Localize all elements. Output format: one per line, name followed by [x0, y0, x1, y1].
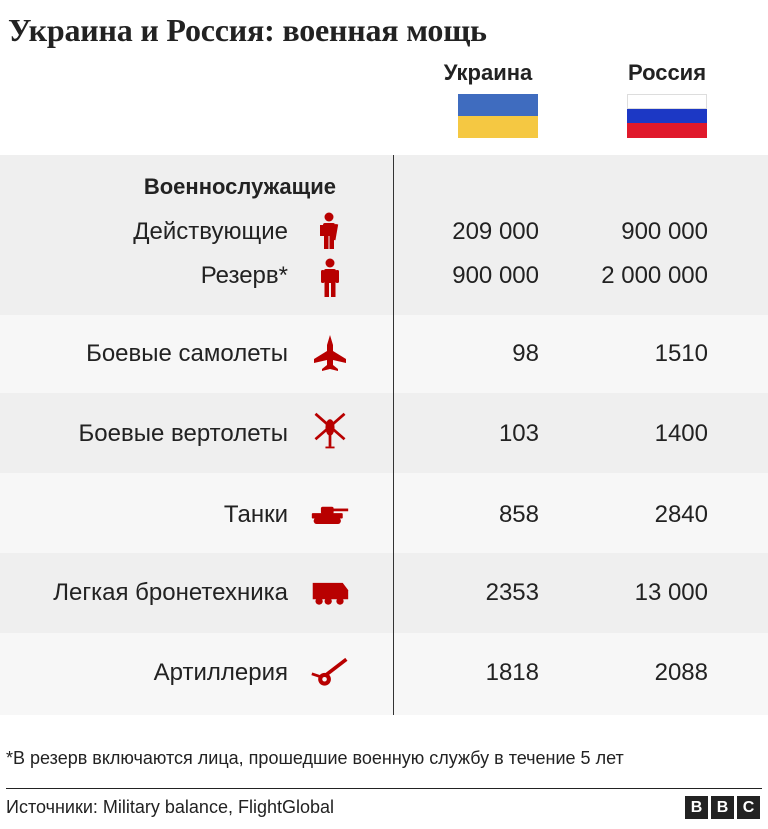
row-label-artillery: Артиллерия	[153, 659, 288, 686]
logo-letter: B	[685, 796, 708, 819]
row-russia-tanks: 2840	[654, 501, 708, 528]
reserve-russia-value: 2 000 000	[601, 262, 708, 289]
reserve-ukraine-value: 900 000	[452, 262, 539, 289]
row-ukraine-tanks: 858	[498, 501, 539, 528]
helicopter-icon	[314, 412, 346, 449]
source-note: Источники: Military balance, FlightGloba…	[6, 797, 334, 817]
active-ukraine-value: 209 000	[452, 218, 539, 245]
column-header-ukraine: Украина	[443, 60, 533, 85]
row-label-armored: Легкая бронетехника	[53, 579, 288, 606]
column-header-russia: Россия	[627, 60, 707, 85]
personnel-section	[0, 155, 768, 315]
row-ukraine-aircraft: 98	[512, 340, 539, 367]
row-bg-artillery	[0, 633, 768, 715]
russia-flag-icon	[627, 94, 707, 138]
active-russia-value: 900 000	[621, 218, 708, 245]
bbc-logo: B B C	[685, 796, 760, 819]
row-russia-helicopters: 1400	[654, 420, 708, 447]
row-russia-armored: 13 000	[634, 579, 708, 606]
column-divider	[393, 155, 394, 715]
artillery-icon	[311, 657, 348, 686]
tank-icon	[311, 506, 349, 524]
armored-vehicle-icon	[312, 582, 349, 605]
soldier-icon	[320, 212, 339, 249]
logo-letter: B	[711, 796, 734, 819]
page-title: Украина и Россия: военная мощь	[8, 12, 487, 48]
row-label-helicopters: Боевые вертолеты	[78, 420, 288, 447]
row-russia-aircraft: 1510	[654, 340, 708, 367]
row-bg-aircraft	[0, 315, 768, 393]
person-icon	[321, 258, 339, 297]
footnote: *В резерв включаются лица, прошедшие вое…	[6, 748, 624, 768]
row-ukraine-armored: 2353	[485, 579, 539, 606]
row-bg-armored	[0, 553, 768, 633]
row-bg-tanks	[0, 473, 768, 553]
row-label-aircraft: Боевые самолеты	[86, 340, 288, 367]
row-ukraine-helicopters: 103	[498, 420, 539, 447]
row-bg-helicopters	[0, 393, 768, 473]
row-label-tanks: Танки	[223, 501, 288, 528]
personnel-heading: Военнослужащие	[143, 174, 336, 199]
row-russia-artillery: 2088	[654, 659, 708, 686]
row-ukraine-artillery: 1818	[485, 659, 539, 686]
logo-letter: C	[737, 796, 760, 819]
active-label: Действующие	[133, 218, 288, 245]
ukraine-flag-icon	[458, 94, 538, 138]
fighter-jet-icon	[314, 335, 346, 371]
footer-divider	[6, 788, 762, 789]
reserve-label: Резерв*	[200, 262, 288, 289]
